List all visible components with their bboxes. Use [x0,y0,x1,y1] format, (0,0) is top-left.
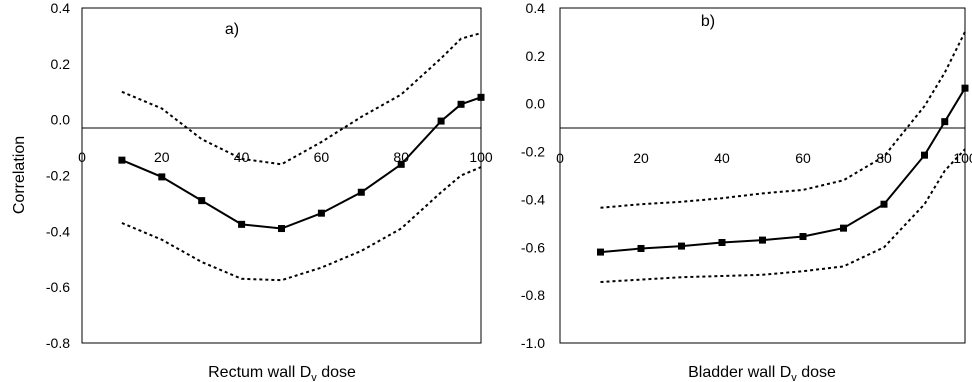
panel-a-data-point [278,225,285,233]
panel-b-data-point [678,242,685,250]
panel-b-y-tick-label: -1.0 [521,335,545,351]
panel-a-data-point [238,220,246,228]
panel-a-x-axis-label-main: Rectum wall D [208,364,311,381]
panel-b-data-point [880,200,888,208]
panel-b-y-tick-label: -0.4 [521,191,545,207]
panel-a-confidence-line [121,166,482,282]
panel-b-data-point [941,118,949,126]
panel-b-series [597,31,969,283]
panel-b-x-tick-label: 0 [556,150,564,166]
panel-b-y-tick-label: 0.4 [526,0,546,16]
panel-a-data-point [317,209,325,217]
panel-b-data-point [637,244,645,252]
panel-b-x-tick-label: 100 [953,150,972,166]
panel-a-x-tick-label: 40 [234,149,250,165]
panel-a-x-tick-label: 100 [469,149,493,165]
panel-a-data-point [198,197,206,205]
panel-a-x-tick-label: 20 [154,149,170,165]
panel-a-x-axis-label: Rectum wall Dv dose [208,364,356,382]
panel-b: b) Bladder wall Dv dose 0.4 0.2 0.0 -0.2 -0.… [521,0,972,382]
panel-a-x-tick-label: 60 [314,149,330,165]
panel-a-y-tick-label: 0.2 [51,56,71,72]
panel-a-x-tick-label: 0 [78,149,86,165]
panel-a-data-point [477,93,485,101]
panel-b-x-axis-label-suffix: dose [797,364,836,381]
panel-a-confidence-line [121,32,482,166]
panel-a-y-tick-label: -0.2 [46,168,70,184]
panel-b-data-point [718,239,726,246]
panel-b-x-tick-label: 80 [876,150,892,166]
panel-b-data-point [597,248,604,256]
panel-a-y-tick-label: -0.4 [46,223,70,239]
panel-b-data-point [759,236,766,244]
panel-a-data-point [397,160,405,168]
panel-a-y-tick-label: -0.6 [46,279,70,295]
panel-b-confidence-line [600,148,966,283]
panel-b-y-tick-label: -0.2 [521,144,545,160]
panel-b-label: b) [701,13,715,30]
panel-b-y-tick-label: 0.0 [526,96,546,112]
panel-a-y-axis-label: Correlation [11,136,28,214]
panel-a-data-point [357,188,365,196]
panel-b-x-tick-label: 40 [714,150,730,166]
panel-b-x-axis-label-main: Bladder wall D [688,364,791,381]
panel-b-y-tick-label: 0.2 [526,48,546,64]
panel-a-x-axis-label-suffix: dose [317,364,356,381]
panel-a-data-point [457,100,465,108]
panel-a-data-point [158,173,166,181]
panel-b-data-point [921,151,928,159]
panel-a-y-tick-label: -0.8 [46,335,70,351]
panel-b-x-ticks: 0 20 40 60 80 100 [556,150,972,166]
panel-b-y-ticks: 0.4 0.2 0.0 -0.2 -0.4 -0.6 -0.8 -1.0 [521,0,545,351]
panel-b-correlation-line [600,87,966,254]
panel-b-confidence-line [600,31,966,209]
panel-a-x-ticks: 0 20 40 60 80 100 [78,149,493,165]
panel-b-data-point [840,224,847,232]
panel-a-x-axis-label-sub: v [311,372,317,382]
panel-b-y-tick-label: -0.8 [521,287,545,303]
panel-a-series [118,32,485,282]
panel-a-y-ticks: 0.4 0.2 0.0 -0.2 -0.4 -0.6 -0.8 [46,0,70,351]
panel-b-x-axis-label-sub: v [791,372,797,382]
panel-a-label: a) [225,21,239,38]
panel-b-x-tick-label: 60 [795,150,811,166]
panel-b-plot-frame [559,7,966,344]
panel-a-y-tick-label: 0.4 [51,0,71,16]
panel-a-correlation-line [121,96,482,230]
panel-b-y-tick-label: -0.6 [521,239,545,255]
panel-b-x-axis-label: Bladder wall Dv dose [688,364,836,382]
panel-a-plot-frame [81,7,482,344]
panel-a-data-point [437,117,445,125]
panel-a-y-tick-label: 0.0 [51,112,71,128]
panel-b-data-point [799,233,807,241]
panel-b-data-point [961,84,969,92]
panel-a: a) Correlation Rectum wall Dv dose 0.40.… [11,0,493,382]
panel-b-x-tick-label: 20 [633,150,649,166]
panel-a-data-point [118,156,126,164]
